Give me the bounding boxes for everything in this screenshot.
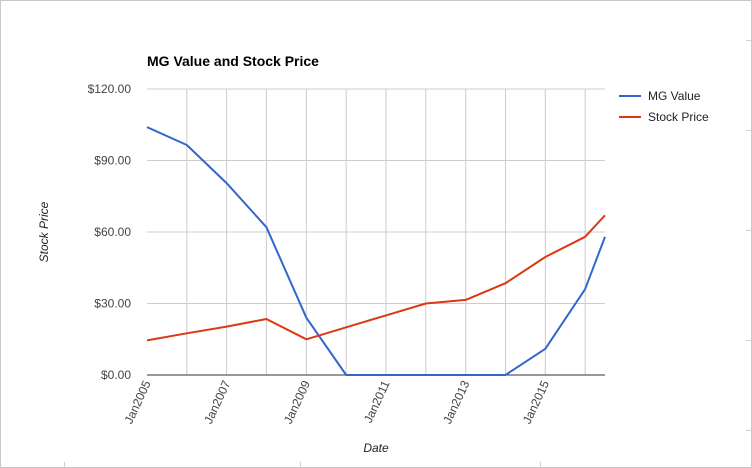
x-tick-label: Jan2005: [122, 378, 154, 426]
x-tick-label: Jan2013: [440, 378, 472, 426]
bottom-edge-ticks: [0, 462, 752, 468]
y-tick-label: $120.00: [88, 82, 132, 96]
chart-title: MG Value and Stock Price: [147, 53, 319, 69]
y-tick-label: $0.00: [101, 368, 131, 382]
x-tick-label: Jan2009: [281, 378, 313, 426]
x-tick-label: Jan2015: [520, 378, 552, 426]
series-lines: [146, 126, 606, 376]
legend: MG Value Stock Price: [619, 89, 709, 124]
x-axis-tick-labels: Jan2005 Jan2007 Jan2009 Jan2011 Jan2013 Jan20…: [122, 378, 553, 426]
x-axis-label: Date: [363, 441, 389, 455]
y-axis-label: Stock Price: [37, 201, 51, 262]
y-axis-tick-labels: $0.00 $30.00 $60.00 $90.00 $120.00: [88, 82, 132, 382]
y-tick-label: $90.00: [94, 154, 131, 168]
series-line-mg-value: [146, 126, 606, 376]
legend-label-stock-price: Stock Price: [648, 110, 709, 124]
x-tick-label: Jan2007: [201, 378, 233, 426]
legend-label-mg-value: MG Value: [648, 89, 701, 103]
y-tick-label: $60.00: [94, 225, 131, 239]
x-tick-label: Jan2011: [361, 378, 393, 425]
y-tick-label: $30.00: [94, 297, 131, 311]
series-line-stock-price: [146, 214, 606, 342]
gridlines: [147, 88, 605, 375]
